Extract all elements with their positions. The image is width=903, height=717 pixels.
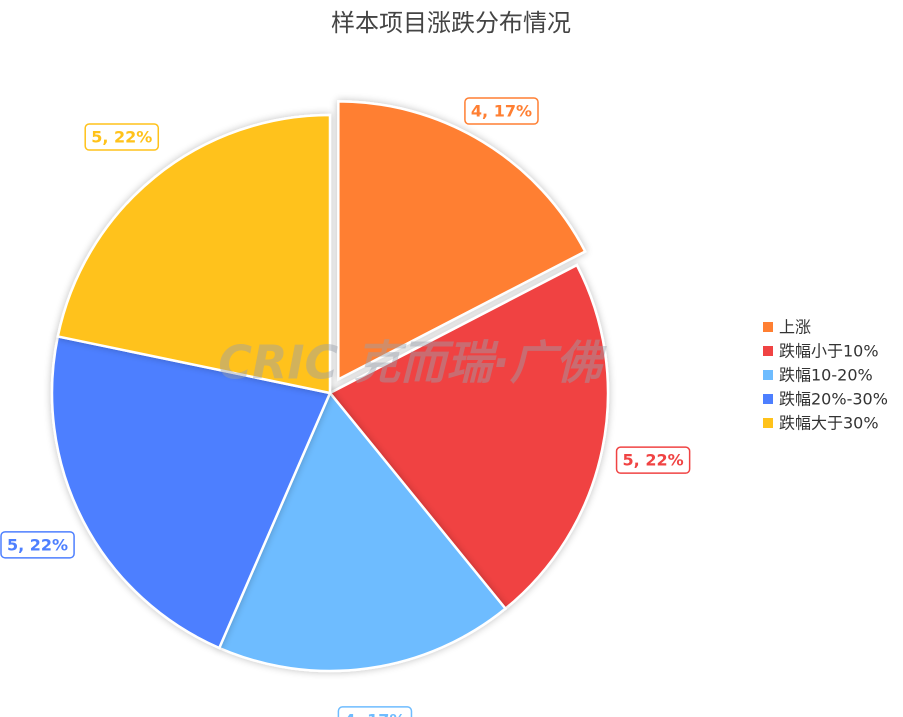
pie-slice bbox=[56, 113, 332, 395]
legend-swatch bbox=[763, 322, 773, 332]
label-box bbox=[84, 123, 160, 151]
data-label: 4, 17% bbox=[464, 97, 539, 125]
legend-swatch bbox=[763, 418, 773, 428]
label-box bbox=[464, 97, 539, 125]
legend-swatch bbox=[763, 370, 773, 380]
chart-title: 样本项目涨跌分布情况 bbox=[331, 9, 571, 37]
pie-slice bbox=[217, 390, 508, 673]
data-labels: 4, 17% 5, 22% 4, 17% 5, 22% 5, 22% bbox=[0, 97, 691, 717]
data-label: 4, 17% bbox=[337, 706, 413, 717]
label-box bbox=[337, 706, 413, 717]
legend-swatch bbox=[763, 394, 773, 404]
legend-label: 跌幅小于10% bbox=[779, 342, 879, 361]
data-label-text: 5, 22% bbox=[91, 128, 152, 147]
legend-label: 跌幅10-20% bbox=[779, 366, 873, 385]
data-label-text: 4, 17% bbox=[344, 710, 405, 717]
legend-label: 跌幅大于30% bbox=[779, 414, 879, 433]
data-label: 5, 22% bbox=[84, 123, 160, 151]
legend-swatch bbox=[763, 346, 773, 356]
label-box bbox=[615, 446, 691, 474]
data-label: 5, 22% bbox=[615, 446, 691, 474]
pie-slice bbox=[328, 263, 610, 611]
pie-slice bbox=[337, 100, 587, 382]
data-label-text: 5, 22% bbox=[623, 451, 684, 470]
data-label: 5, 22% bbox=[0, 531, 75, 559]
label-box bbox=[0, 531, 75, 559]
watermark: CRIC 克而瑞·广佛 bbox=[218, 336, 608, 390]
data-label-text: 4, 17% bbox=[471, 102, 532, 121]
legend-label: 跌幅20%-30% bbox=[779, 390, 888, 409]
legend-label: 上涨 bbox=[779, 318, 811, 337]
pie-slice bbox=[50, 334, 332, 650]
data-label-text: 5, 22% bbox=[7, 535, 68, 554]
pie bbox=[50, 100, 610, 673]
